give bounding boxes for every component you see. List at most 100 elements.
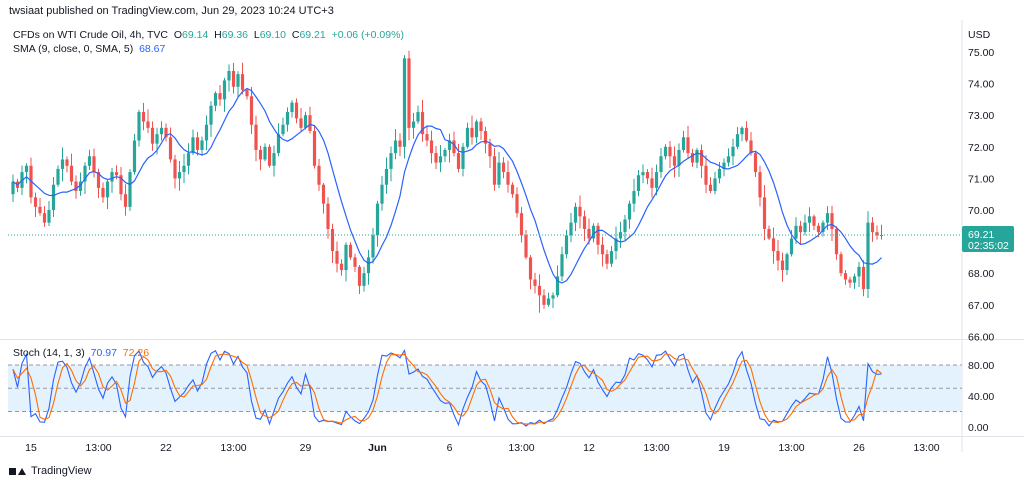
candle-body bbox=[245, 89, 249, 97]
candle-body bbox=[677, 149, 681, 166]
time-tick-label: 13:00 bbox=[643, 442, 669, 454]
candle-body bbox=[875, 232, 879, 236]
time-tick-label: 13:00 bbox=[508, 442, 534, 454]
candle-body bbox=[335, 251, 339, 264]
time-tick-label: 13:00 bbox=[85, 442, 111, 454]
candle-body bbox=[623, 219, 627, 233]
candle-body bbox=[249, 96, 254, 125]
candle-body bbox=[258, 149, 263, 160]
candle-body bbox=[51, 184, 56, 210]
candle-body bbox=[605, 254, 609, 264]
sma-label: SMA (9, close, 0, SMA, 5) bbox=[13, 43, 134, 55]
candle-body bbox=[254, 124, 258, 150]
candle-body bbox=[834, 228, 839, 255]
candle-body bbox=[182, 165, 186, 173]
candle-body bbox=[861, 266, 866, 289]
candle-body bbox=[110, 172, 114, 182]
candle-body bbox=[357, 266, 362, 286]
candle-body bbox=[438, 156, 443, 163]
candle-body bbox=[69, 165, 74, 182]
candle-body bbox=[308, 115, 312, 131]
open-value: 69.14 bbox=[182, 29, 209, 41]
candle-body bbox=[699, 149, 704, 166]
price-tick-label: 70.00 bbox=[968, 205, 994, 217]
candle-body bbox=[267, 146, 272, 166]
candle-body bbox=[830, 213, 834, 229]
candle-body bbox=[33, 197, 38, 207]
candle-body bbox=[537, 285, 542, 296]
candle-body bbox=[389, 153, 393, 169]
candle-body bbox=[348, 244, 353, 258]
candle-body bbox=[798, 225, 803, 233]
candle-body bbox=[128, 172, 132, 207]
time-tick-label: 26 bbox=[853, 442, 865, 454]
candle-body bbox=[528, 257, 533, 280]
price-tick-label: 68.00 bbox=[968, 268, 994, 280]
candle-body bbox=[38, 206, 42, 214]
candle-body bbox=[776, 251, 780, 261]
candle-body bbox=[429, 140, 434, 154]
candle-body bbox=[87, 156, 92, 166]
candle-body bbox=[731, 146, 735, 157]
candle-body bbox=[668, 146, 672, 157]
candle-body bbox=[290, 102, 294, 113]
candle-body bbox=[492, 156, 497, 185]
candle-body bbox=[713, 178, 717, 192]
candle-body bbox=[96, 172, 101, 188]
candle-body bbox=[551, 295, 555, 299]
price-tick-label: 71.00 bbox=[968, 173, 994, 185]
price-tag-countdown: 02:35:02 bbox=[968, 240, 1009, 252]
candle-body bbox=[510, 184, 515, 195]
candle-body bbox=[632, 191, 636, 204]
candle-body bbox=[569, 222, 573, 236]
candle-body bbox=[101, 187, 105, 198]
change-value: +0.06 (+0.09%) bbox=[331, 29, 404, 41]
candle-body bbox=[47, 210, 51, 223]
symbol-name[interactable]: CFDs on WTI Crude Oil, 4h, TVC bbox=[13, 29, 169, 41]
high-value: 69.36 bbox=[221, 29, 249, 41]
candle-body bbox=[564, 235, 569, 255]
time-tick-label: 13:00 bbox=[778, 442, 804, 454]
candle-body bbox=[402, 58, 407, 147]
candle-body bbox=[276, 134, 281, 154]
candle-body bbox=[434, 153, 438, 163]
low-value: 69.10 bbox=[259, 29, 286, 41]
candle-body bbox=[744, 127, 749, 141]
close-label: C bbox=[291, 29, 300, 41]
time-tick-label: 19 bbox=[718, 442, 730, 454]
candle-body bbox=[137, 112, 141, 141]
candle-body bbox=[155, 134, 159, 144]
sma-line bbox=[12, 87, 882, 284]
candle-body bbox=[821, 222, 825, 233]
candle-body bbox=[506, 172, 510, 185]
candle-body bbox=[690, 153, 695, 163]
candle-body bbox=[726, 156, 731, 163]
candle-body bbox=[114, 172, 119, 176]
candle-body bbox=[420, 112, 425, 135]
candle-body bbox=[186, 153, 191, 166]
candle-body bbox=[141, 112, 146, 122]
stoch-legend[interactable]: Stoch (14, 1, 3) 70.97 72.26 bbox=[13, 347, 149, 359]
candle-body bbox=[92, 156, 96, 173]
candle-body bbox=[227, 70, 231, 81]
candle-body bbox=[177, 172, 182, 179]
candle-body bbox=[24, 165, 29, 173]
time-tick-label: 15 bbox=[25, 442, 37, 454]
candle-body bbox=[785, 254, 789, 271]
open-label: O bbox=[173, 29, 183, 41]
candle-body bbox=[596, 225, 600, 245]
candle-body bbox=[218, 93, 222, 100]
sma-legend[interactable]: SMA (9, close, 0, SMA, 5) 68.67 bbox=[13, 43, 165, 55]
candle-body bbox=[447, 140, 452, 150]
candle-body bbox=[578, 206, 582, 217]
footer-brand: TradingView bbox=[31, 465, 92, 477]
candle-body bbox=[560, 254, 564, 277]
candle-body bbox=[209, 105, 213, 125]
tradingview-footer[interactable]: TradingView bbox=[9, 465, 92, 477]
candle-body bbox=[326, 203, 330, 229]
candle-body bbox=[119, 175, 123, 195]
time-tick-label: 6 bbox=[447, 442, 453, 454]
candle-body bbox=[123, 194, 128, 207]
candle-body bbox=[857, 266, 861, 277]
